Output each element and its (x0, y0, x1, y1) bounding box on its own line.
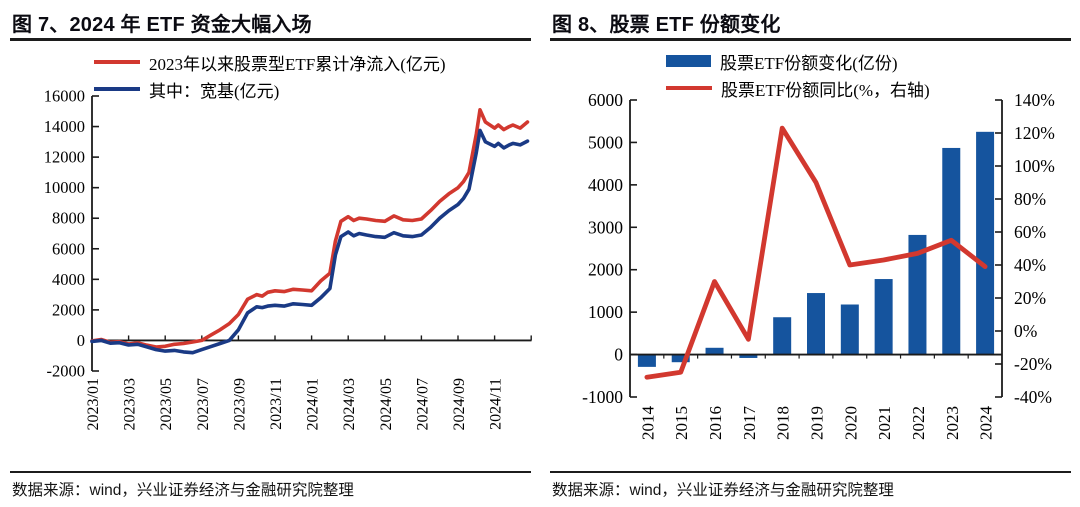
etf-share-yoy-line (644, 125, 988, 380)
right-y-tick-label: 0% (1014, 321, 1037, 341)
legend-row: 股票ETF份额变化(亿份) (666, 50, 930, 73)
y-tick-label: 4000 (52, 270, 85, 289)
legend-label: 其中：宽基(亿元) (149, 81, 280, 101)
left-y-tick-label: -1000 (582, 387, 623, 407)
etf-share-change-bar (705, 347, 724, 355)
x-tick-label: 2022 (909, 406, 928, 440)
etf-share-change-bar (773, 317, 792, 355)
y-tick-label: 12000 (44, 148, 85, 167)
etf-share-change-bar (908, 234, 927, 355)
etf-share-change-bar (807, 293, 825, 355)
figure-7-chart: 16000 14000 12000 10000 8000 6000 4000 2000 0 -20… (44, 87, 532, 430)
left-y-tick-label: 5000 (588, 132, 623, 152)
legend-row: 其中：宽基(亿元) (94, 78, 446, 101)
left-y-tick-label: 2000 (588, 260, 623, 280)
right-y-tick-label: 120% (1014, 123, 1055, 143)
etf-share-change-bar (637, 354, 656, 367)
y-tick-label: 16000 (44, 87, 85, 106)
x-tick-label: 2024 (977, 406, 996, 441)
legend-label: 2023年以来股票型ETF累计净流入(亿元) (149, 54, 446, 74)
y-tick-label: 8000 (52, 209, 85, 228)
etf-cumulative-inflow-line (90, 108, 530, 349)
y-tick-label: 2000 (52, 300, 85, 319)
figure-8-legend: 股票ETF份额变化(亿份) 股票ETF份额同比(%，右轴) (666, 50, 930, 100)
x-tick-label: 2021 (875, 406, 894, 440)
source-note: 数据来源：wind，兴业证券经济与金融研究院整理 (552, 482, 894, 499)
legend-label: 股票ETF份额变化(亿份) (720, 53, 898, 73)
x-tick-label: 2017 (740, 406, 759, 441)
left-y-tick-label: 4000 (588, 175, 623, 195)
red-line-swatch (94, 60, 140, 64)
legend-row: 2023年以来股票型ETF累计净流入(亿元) (94, 51, 446, 74)
etf-share-change-bar (739, 354, 758, 358)
etf-share-change-bar (840, 304, 859, 355)
x-tick-label: 2023 (943, 406, 962, 440)
y-tick-label: 14000 (44, 117, 85, 136)
right-y-tick-label: 20% (1014, 288, 1046, 308)
left-y-tick-label: 6000 (588, 90, 623, 110)
navy-line-swatch (94, 87, 140, 91)
x-tick-label: 2024/09 (451, 378, 468, 430)
legend-label: 股票ETF份额同比(%，右轴) (721, 80, 930, 100)
x-tick-label: 2019 (808, 406, 827, 440)
x-tick-label: 2023/01 (85, 378, 102, 430)
x-tick-label: 2015 (672, 406, 691, 440)
figure-8-chart: 6000 5000 4000 3000 2000 1000 0 -1000 140% 120% 10… (582, 90, 1055, 441)
right-y-tick-label: -40% (1014, 387, 1052, 407)
legend-row: 股票ETF份额同比(%，右轴) (666, 77, 930, 100)
figure-8-title-rule (550, 38, 1071, 41)
figure-7-legend: 2023年以来股票型ETF累计净流入(亿元) 其中：宽基(亿元) (94, 51, 446, 101)
figure-7-title-rule (10, 38, 531, 41)
right-y-tick-label: -20% (1014, 354, 1052, 374)
x-tick-label: 2018 (774, 406, 793, 440)
y-tick-label: -2000 (47, 362, 86, 381)
source-note: 数据来源：wind，兴业证券经济与金融研究院整理 (12, 482, 354, 499)
figure-7-bottom-rule (10, 471, 531, 473)
x-tick-label: 2024/11 (488, 378, 505, 430)
etf-share-change-bar (671, 354, 690, 363)
x-tick-label: 2023/11 (268, 378, 285, 430)
figure-7-panel: 图 7、2024 年 ETF 资金大幅入场 2023年以来股票型ETF累计净流入… (10, 14, 532, 499)
broad-base-inflow-line (90, 128, 530, 355)
x-tick-label: 2024/01 (305, 378, 322, 430)
right-y-tick-label: 40% (1014, 255, 1046, 275)
left-y-tick-label: 0 (614, 345, 623, 365)
etf-share-change-bar (874, 279, 893, 355)
x-tick-label: 2024/03 (341, 378, 358, 430)
y-tick-label: 0 (77, 331, 85, 350)
right-y-tick-label: 80% (1014, 189, 1046, 209)
x-tick-label: 2020 (841, 406, 860, 440)
blue-bar-swatch (666, 55, 711, 67)
red-line-swatch (666, 86, 712, 90)
x-tick-label: 2014 (638, 406, 657, 441)
figure-8-bottom-rule (550, 471, 1071, 473)
x-tick-label: 2023/09 (231, 378, 248, 430)
x-tick-label: 2016 (706, 406, 725, 440)
x-tick-label: 2024/05 (378, 378, 395, 430)
x-tick-label: 2023/05 (158, 378, 175, 430)
figure-8-title: 图 8、股票 ETF 份额变化 (552, 14, 781, 36)
right-y-tick-label: 60% (1014, 222, 1046, 242)
right-y-tick-label: 100% (1014, 156, 1055, 176)
y-tick-label: 10000 (44, 178, 85, 197)
left-y-tick-label: 1000 (588, 302, 623, 322)
x-tick-label: 2023/03 (122, 378, 139, 430)
figure-7-title: 图 7、2024 年 ETF 资金大幅入场 (12, 14, 312, 36)
etf-share-change-bar (942, 147, 961, 355)
y-tick-label: 6000 (52, 239, 85, 258)
figure-8-panel: 图 8、股票 ETF 份额变化 股票ETF份额变化(亿份) 股票ETF份额同比(… (540, 0, 1080, 507)
right-y-tick-label: 140% (1014, 90, 1055, 110)
x-tick-label: 2023/07 (195, 378, 212, 430)
x-tick-label: 2024/07 (414, 378, 431, 430)
left-y-tick-label: 3000 (588, 217, 623, 237)
etf-share-change-bar (976, 131, 995, 355)
